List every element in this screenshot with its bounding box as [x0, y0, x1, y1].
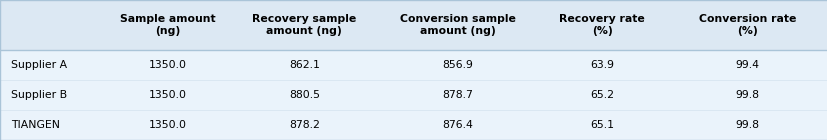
Text: 862.1: 862.1	[289, 60, 319, 70]
Text: Supplier B: Supplier B	[11, 90, 67, 100]
Text: 878.7: 878.7	[442, 90, 472, 100]
Text: Recovery rate
(%): Recovery rate (%)	[559, 14, 644, 36]
Bar	[0, 0, 827, 50]
Text: 99.8: 99.8	[734, 120, 758, 130]
Text: 1350.0: 1350.0	[149, 120, 186, 130]
Text: Recovery sample
amount (ng): Recovery sample amount (ng)	[252, 14, 356, 36]
Text: 99.4: 99.4	[734, 60, 758, 70]
Text: 1350.0: 1350.0	[149, 90, 186, 100]
Text: 878.2: 878.2	[289, 120, 319, 130]
Text: Supplier A: Supplier A	[11, 60, 67, 70]
Text: 99.8: 99.8	[734, 90, 758, 100]
Text: Sample amount
(ng): Sample amount (ng)	[120, 14, 215, 36]
Text: 1350.0: 1350.0	[149, 60, 186, 70]
Text: 876.4: 876.4	[442, 120, 472, 130]
Text: 63.9: 63.9	[590, 60, 614, 70]
Text: Conversion rate
(%): Conversion rate (%)	[698, 14, 795, 36]
Text: 65.2: 65.2	[590, 90, 614, 100]
Text: 65.1: 65.1	[590, 120, 614, 130]
Text: 856.9: 856.9	[442, 60, 472, 70]
Text: Conversion sample
amount (ng): Conversion sample amount (ng)	[399, 14, 514, 36]
Text: 880.5: 880.5	[289, 90, 319, 100]
Text: TIANGEN: TIANGEN	[11, 120, 60, 130]
